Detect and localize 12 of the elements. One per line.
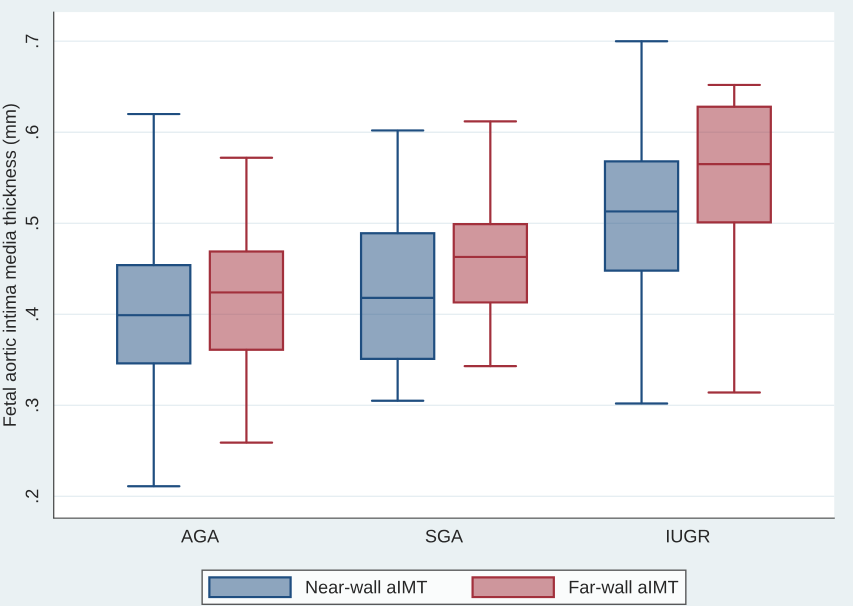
y-tick-label: .4	[26, 307, 38, 320]
legend-label: Near-wall aIMT	[306, 580, 428, 594]
y-tick-label: .6	[26, 126, 38, 138]
y-tick-label: .2	[26, 490, 38, 502]
y-tick-label: .5	[26, 216, 38, 230]
x-tick-label: SGA	[426, 530, 464, 543]
y-tick-label: .3	[26, 398, 38, 412]
x-tick-label: AGA	[181, 530, 220, 543]
y-axis-title: Fetal aortic intima media thickness (mm)	[2, 104, 20, 426]
legend-label: Far-wall aIMT	[570, 580, 678, 594]
y-tick-label: .7	[26, 34, 38, 48]
x-tick-label: IUGR	[666, 530, 710, 543]
